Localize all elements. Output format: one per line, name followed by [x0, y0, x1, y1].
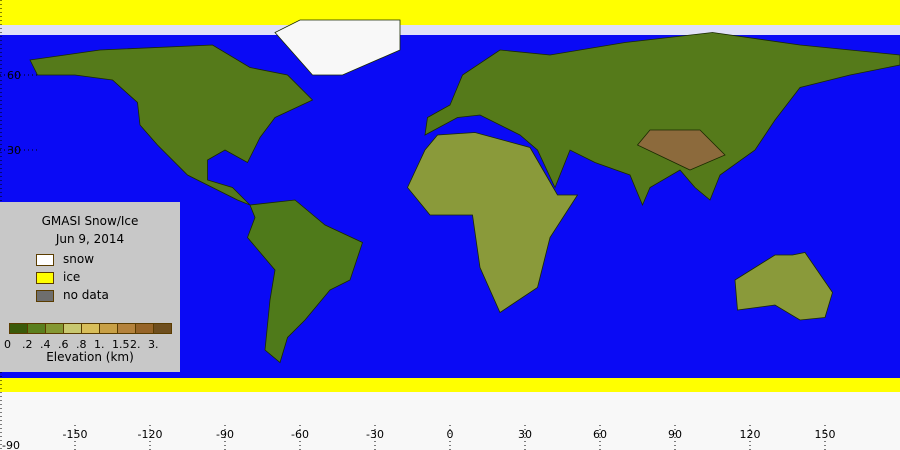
- colorbar-label: Elevation (km): [46, 350, 134, 364]
- lon-tick-label: -60: [291, 428, 309, 441]
- greenland: [274, 19, 401, 76]
- colorbar-tick: 0: [4, 338, 11, 351]
- north-america: [29, 44, 314, 206]
- elevation-colorbar: [9, 323, 172, 334]
- no-data-label: no data: [63, 288, 109, 302]
- colorbar-tick: .2: [22, 338, 33, 351]
- colorbar-tick: .4: [40, 338, 51, 351]
- colorbar-tick: 1.5: [112, 338, 130, 351]
- ice-swatch: [36, 272, 54, 284]
- antarctica-snow: [0, 392, 900, 450]
- arctic-ice: [0, 0, 900, 25]
- snow-label: snow: [63, 252, 95, 266]
- colorbar-segment: [46, 324, 64, 333]
- legend-title: GMASI Snow/Ice: [41, 214, 139, 228]
- colorbar-segment: [28, 324, 46, 333]
- lon-tick-label: -30: [366, 428, 384, 441]
- tibetan-plateau: [636, 129, 726, 171]
- colorbar-segment: [154, 324, 171, 333]
- colorbar-tick: .8: [76, 338, 87, 351]
- legend-date: Jun 9, 2014: [55, 232, 125, 246]
- lat-tick-label: 60: [7, 69, 21, 82]
- colorbar-segment: [100, 324, 118, 333]
- colorbar-segment: [82, 324, 100, 333]
- lat-tick-label: -90: [2, 439, 20, 450]
- colorbar-tick: 1.: [94, 338, 105, 351]
- lon-tick-label: -90: [216, 428, 234, 441]
- lon-tick-label: 120: [740, 428, 761, 441]
- lon-tick-label: 30: [518, 428, 532, 441]
- lon-tick-label: 60: [593, 428, 607, 441]
- south-america: [247, 199, 363, 364]
- lon-tick-label: 0: [447, 428, 454, 441]
- colorbar-tick: 3.: [148, 338, 159, 351]
- snow-swatch: [36, 254, 54, 266]
- colorbar-segment: [10, 324, 28, 333]
- arctic-snow: [0, 25, 900, 35]
- africa: [407, 132, 579, 314]
- lon-tick-label: 90: [668, 428, 682, 441]
- colorbar-segment: [136, 324, 154, 333]
- lon-tick-label: 150: [815, 428, 836, 441]
- australia: [734, 252, 833, 321]
- colorbar-tick: .6: [58, 338, 69, 351]
- legend-panel: GMASI Snow/Ice Jun 9, 2014 snow ice no d…: [0, 202, 180, 372]
- lon-tick-label: -120: [138, 428, 163, 441]
- no-data-swatch: [36, 290, 54, 302]
- colorbar-segment: [118, 324, 136, 333]
- colorbar-tick: 2.: [130, 338, 141, 351]
- eurasia: [424, 32, 900, 207]
- ice-label: ice: [63, 270, 81, 284]
- lat-tick-label: 30: [7, 144, 21, 157]
- colorbar-segment: [64, 324, 82, 333]
- lon-tick-label: -150: [63, 428, 88, 441]
